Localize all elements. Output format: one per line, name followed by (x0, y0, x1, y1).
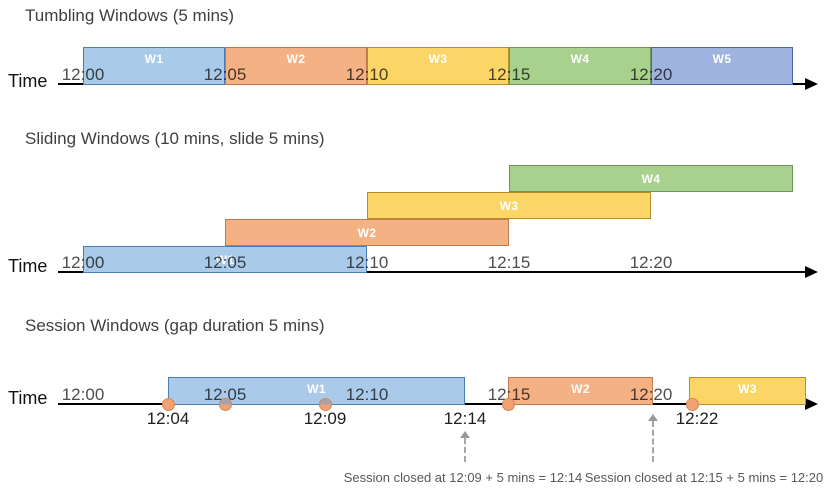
window-label: W4 (570, 52, 590, 66)
arrowhead-up-icon (460, 431, 470, 438)
event-dot (219, 398, 232, 411)
event-dot (162, 398, 175, 411)
window-label: W3 (428, 52, 448, 66)
session-close-annotation: Session closed at 12:15 + 5 mins = 12:20 (584, 470, 824, 485)
arrowhead-up-icon (648, 414, 658, 421)
time-tick-label: 12:20 (629, 385, 673, 404)
time-tick-label: 12:00 (61, 385, 105, 404)
event-dot (502, 398, 515, 411)
dashed-line (652, 421, 654, 462)
time-axis-label: Time (8, 256, 48, 276)
sliding-section-title: Sliding Windows (10 mins, slide 5 mins) (25, 129, 325, 148)
time-tick-label: 12:20 (629, 65, 673, 84)
time-tick-label: 12:00 (61, 253, 105, 272)
time-tick-label: 12:00 (61, 65, 105, 84)
session-close-arrow (459, 431, 471, 462)
session-section-title: Session Windows (gap duration 5 mins) (25, 316, 325, 335)
session-close-annotation: Session closed at 12:09 + 5 mins = 12:14 (343, 470, 583, 485)
session-window-w1-box: W1 (168, 377, 465, 405)
time-tick-label: 12:05 (203, 385, 247, 404)
event-time-label: 12:04 (146, 409, 190, 428)
time-tick-label: 12:10 (345, 253, 389, 272)
sliding-window-w1-box: W1 (83, 246, 367, 273)
time-tick-label: 12:10 (345, 385, 389, 404)
sliding-window-w2-box: W2 (225, 219, 509, 246)
time-axis-label: Time (8, 71, 48, 91)
tumbling-window-w5-box: W5 (651, 47, 793, 85)
time-axis-label: Time (8, 388, 48, 408)
event-dot (686, 398, 699, 411)
event-time-label: 12:14 (443, 409, 487, 428)
session-window-w3-box: W3 (689, 377, 806, 405)
window-label: W3 (499, 198, 519, 213)
sliding-window-w3-box: W3 (367, 192, 651, 219)
timeline-axis (58, 271, 806, 273)
window-label: W1 (307, 382, 326, 396)
sliding-window-w4-box: W4 (509, 165, 793, 192)
tumbling-window-w3-box: W3 (367, 47, 509, 85)
dashed-line (464, 438, 466, 462)
session-close-arrow (647, 414, 659, 462)
window-label: W4 (641, 171, 661, 186)
time-tick-label: 12:05 (203, 65, 247, 84)
timeline-arrowhead-icon (805, 78, 818, 90)
timeline-arrowhead-icon (805, 398, 818, 410)
event-time-label: 12:09 (303, 409, 347, 428)
time-tick-label: 12:20 (629, 253, 673, 272)
tumbling-window-w2-box: W2 (225, 47, 367, 85)
window-label: W5 (712, 52, 732, 66)
tumbling-section-title: Tumbling Windows (5 mins) (25, 6, 235, 25)
tumbling-window-w4-box: W4 (509, 47, 651, 85)
window-label: W2 (571, 382, 590, 396)
window-label: W1 (215, 252, 235, 267)
tumbling-window-w1-box: W1 (83, 47, 225, 85)
window-label: W1 (144, 52, 164, 66)
time-tick-label: 12:15 (487, 385, 531, 404)
time-tick-label: 12:15 (487, 253, 531, 272)
timeline-arrowhead-icon (805, 266, 818, 278)
window-label: W2 (357, 225, 377, 240)
time-tick-label: 12:05 (203, 253, 247, 272)
time-tick-label: 12:10 (345, 65, 389, 84)
session-window-w2-box: W2 (508, 377, 653, 405)
time-tick-label: 12:15 (487, 65, 531, 84)
window-label: W3 (738, 382, 757, 396)
event-dot (319, 398, 332, 411)
event-time-label: 12:22 (675, 409, 719, 428)
window-label: W2 (286, 52, 306, 66)
